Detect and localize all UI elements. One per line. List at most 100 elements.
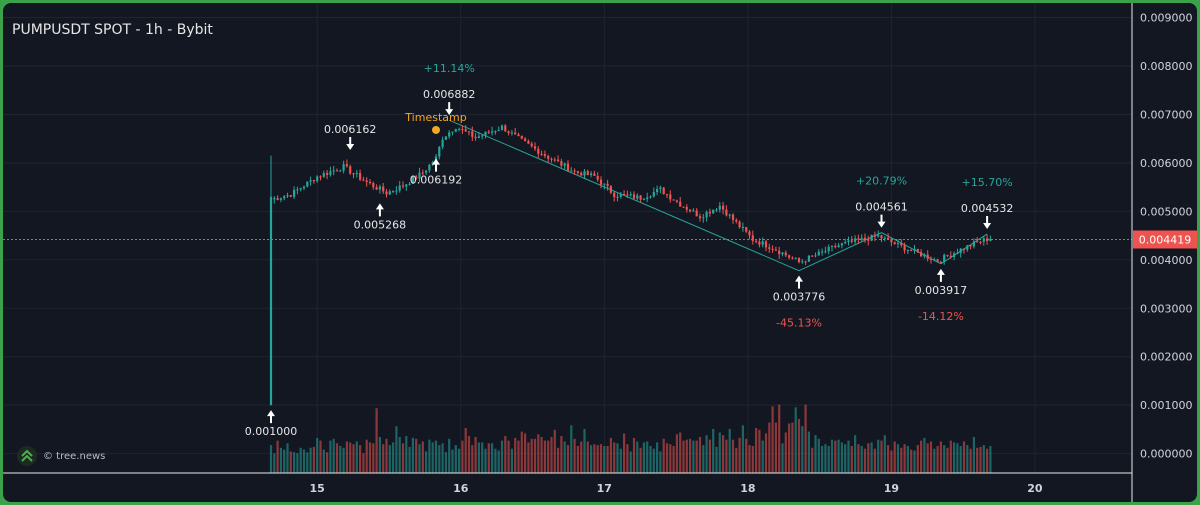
- y-tick-label: 0.006000: [1140, 157, 1193, 170]
- watermark-text: © tree.news: [43, 450, 106, 462]
- candle-body: [623, 194, 626, 196]
- candle-body: [679, 201, 682, 207]
- candle-body: [962, 248, 966, 250]
- volume-bar: [817, 438, 820, 473]
- volume-bar: [474, 437, 477, 473]
- candle-body: [527, 140, 530, 144]
- candle-body: [448, 132, 451, 137]
- volume-bar: [920, 440, 923, 473]
- candle-body: [695, 210, 698, 217]
- volume-bar: [827, 446, 830, 473]
- candlestick-chart[interactable]: 0.004419 0.001000 0.006162 0.005268 0.00619…: [3, 3, 1197, 502]
- volume-bar: [748, 445, 751, 473]
- volume-bar: [778, 404, 781, 473]
- volume-bar: [421, 441, 424, 473]
- trendline: [798, 232, 882, 272]
- candle-body: [415, 176, 418, 179]
- timestamp-dot: [432, 125, 440, 134]
- x-tick-label: 20: [1027, 482, 1043, 495]
- candle-body: [867, 239, 870, 241]
- volume-bar: [471, 445, 474, 473]
- volume-bar: [411, 437, 414, 473]
- candle-body: [349, 166, 352, 174]
- candle-body: [959, 248, 962, 253]
- candle-body: [520, 136, 523, 139]
- candle-body: [705, 211, 708, 218]
- volume-bar: [563, 441, 566, 473]
- volume-bar: [712, 428, 715, 473]
- volume-bar: [428, 439, 431, 473]
- candle-body: [302, 186, 306, 189]
- price-annotation: 0.006882: [423, 88, 476, 101]
- candle-body: [553, 159, 556, 161]
- volume-bar: [372, 443, 375, 473]
- volume-bar: [745, 438, 748, 473]
- volume-bar: [979, 446, 982, 473]
- volume-bar: [613, 442, 616, 473]
- volume-bar: [557, 447, 560, 473]
- candle-body: [299, 188, 302, 190]
- y-tick-label: 0.004000: [1140, 254, 1193, 267]
- volume-bar: [880, 440, 883, 473]
- candle-body: [632, 194, 636, 199]
- candle-body: [421, 172, 424, 174]
- volume-bar: [768, 422, 771, 473]
- volume-bar: [906, 446, 909, 473]
- candle-body: [662, 187, 665, 195]
- candle-body: [791, 257, 794, 259]
- candle-body: [982, 238, 985, 242]
- candle-body: [642, 199, 645, 201]
- candle-body: [599, 179, 603, 185]
- volume-bar: [781, 443, 784, 473]
- candle-body: [877, 235, 880, 237]
- arrow-down-icon: [983, 216, 992, 230]
- candle-body: [913, 248, 916, 251]
- arrow-up-icon: [267, 410, 275, 424]
- candle-body: [289, 195, 292, 197]
- candle-body: [444, 136, 447, 140]
- candle-body: [576, 171, 579, 173]
- volume-bar: [593, 444, 596, 473]
- volume-bar: [378, 437, 381, 473]
- arrow-up-icon: [432, 158, 440, 172]
- volume-bar: [962, 441, 966, 473]
- grid-lines: [3, 3, 1132, 473]
- volume-bar: [560, 436, 563, 473]
- candle-body: [593, 173, 596, 176]
- candle-body: [916, 248, 919, 253]
- candle-body: [675, 200, 678, 202]
- candle-body: [715, 209, 718, 211]
- candle-body: [811, 255, 814, 257]
- volume-bar: [672, 446, 675, 473]
- volume-bar: [388, 445, 391, 473]
- candle-body: [471, 131, 474, 137]
- candle-body: [636, 195, 639, 199]
- volume-bar: [913, 450, 916, 473]
- candle-body: [312, 180, 315, 182]
- volume-bar: [540, 437, 543, 473]
- y-tick-label: 0.003000: [1140, 302, 1193, 315]
- candle-body: [768, 247, 771, 249]
- volume-bar: [923, 437, 926, 473]
- candle-body: [395, 190, 398, 192]
- volume-bar: [510, 448, 513, 473]
- candle-body: [764, 241, 768, 248]
- candle-body: [326, 173, 329, 175]
- volume-bar: [689, 438, 692, 473]
- candle-body: [537, 148, 540, 154]
- volume-bar: [847, 440, 850, 473]
- candle-body: [807, 255, 810, 262]
- candle-body: [352, 173, 355, 175]
- volume-bar: [606, 446, 609, 473]
- volume-bar: [887, 445, 890, 473]
- candle-body: [887, 237, 890, 240]
- candle-body: [517, 134, 520, 137]
- candle-body: [903, 245, 906, 251]
- candle-body: [797, 258, 801, 263]
- candle-body: [306, 181, 309, 187]
- candle-body: [834, 245, 837, 248]
- candle-body: [926, 254, 929, 259]
- volume-bar: [850, 446, 853, 473]
- candle-body: [890, 239, 893, 243]
- volume-bar: [959, 446, 962, 473]
